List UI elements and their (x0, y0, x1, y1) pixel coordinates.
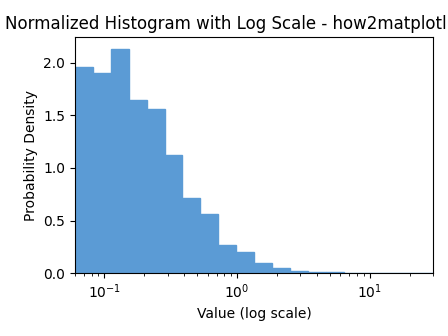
Bar (93, 73, 111, 273)
Bar (129, 100, 146, 273)
X-axis label: Value (log scale): Value (log scale) (197, 307, 311, 321)
Bar (254, 263, 272, 273)
Bar (75, 67, 93, 273)
Bar (146, 109, 164, 273)
Bar (272, 268, 290, 273)
Bar (182, 198, 200, 273)
Y-axis label: Probability Density: Probability Density (24, 90, 38, 221)
Bar (164, 155, 182, 273)
Title: Normalized Histogram with Log Scale - how2matplotlib.com: Normalized Histogram with Log Scale - ho… (5, 15, 448, 33)
Bar (200, 214, 218, 273)
Bar (236, 252, 254, 273)
Bar (290, 271, 308, 273)
Bar (326, 272, 344, 273)
Bar (218, 245, 236, 273)
Bar (308, 272, 326, 273)
Bar (111, 49, 129, 273)
